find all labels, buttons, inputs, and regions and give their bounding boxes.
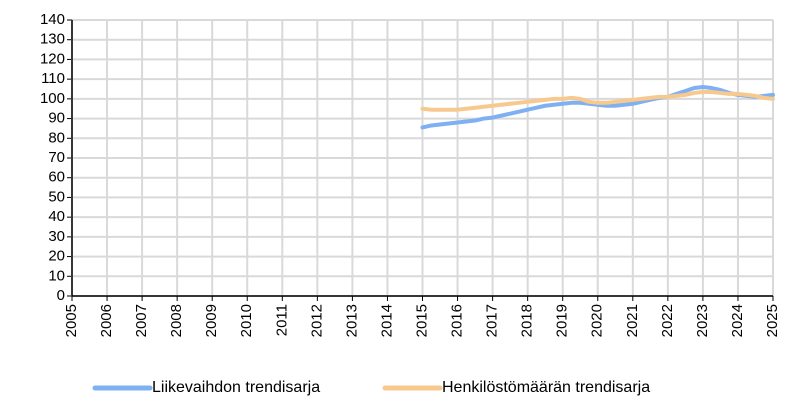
x-tick-label: 2011 — [273, 304, 290, 336]
x-tick-label: 2017 — [484, 304, 501, 337]
x-tick-label: 2016 — [449, 304, 466, 337]
x-tick-label: 2024 — [729, 304, 746, 337]
legend-label: Henkilöstömäärän trendisarja — [442, 379, 650, 396]
y-tick-label: 50 — [48, 188, 65, 205]
x-tick-label: 2019 — [554, 304, 571, 337]
x-tick-label: 2013 — [343, 304, 360, 337]
legend-label: Liikevaihdon trendisarja — [152, 379, 320, 396]
y-tick-label: 90 — [48, 110, 65, 127]
y-tick-label: 130 — [40, 31, 65, 48]
x-tick-label: 2008 — [168, 304, 185, 337]
y-tick-label: 110 — [41, 70, 65, 87]
y-tick-label: 20 — [48, 248, 65, 265]
x-tick-label: 2018 — [519, 304, 536, 337]
series-line — [420, 89, 775, 112]
x-tick-label: 2012 — [308, 304, 325, 337]
x-tick-label: 2014 — [378, 304, 395, 337]
x-tick-label: 2009 — [203, 304, 220, 337]
y-tick-label: 70 — [48, 149, 65, 166]
x-tick-label: 2010 — [238, 304, 255, 337]
y-tick-label: 80 — [48, 129, 65, 146]
x-tick-label: 2022 — [659, 304, 676, 337]
y-tick-label: 0 — [57, 287, 65, 304]
x-tick-label: 2021 — [624, 304, 641, 337]
x-tick-label: 2005 — [63, 304, 80, 337]
x-tick-label: 2006 — [98, 304, 115, 337]
y-tick-label: 10 — [48, 267, 65, 284]
y-tick-label: 40 — [48, 208, 65, 225]
x-tick-label: 2025 — [764, 304, 781, 337]
y-tick-label: 100 — [40, 90, 65, 107]
x-tick-label: 2007 — [133, 304, 150, 337]
x-tick-label: 2015 — [413, 304, 430, 337]
legend: Liikevaihdon trendisarja Henkilöstömäärän… — [92, 379, 650, 396]
x-tick-label: 2020 — [589, 304, 606, 337]
y-tick-label: 120 — [40, 50, 65, 67]
y-tick-label: 60 — [48, 169, 65, 186]
y-tick-label: 30 — [48, 228, 65, 245]
x-tick-label: 2023 — [694, 304, 711, 337]
y-tick-label: 140 — [40, 11, 65, 28]
